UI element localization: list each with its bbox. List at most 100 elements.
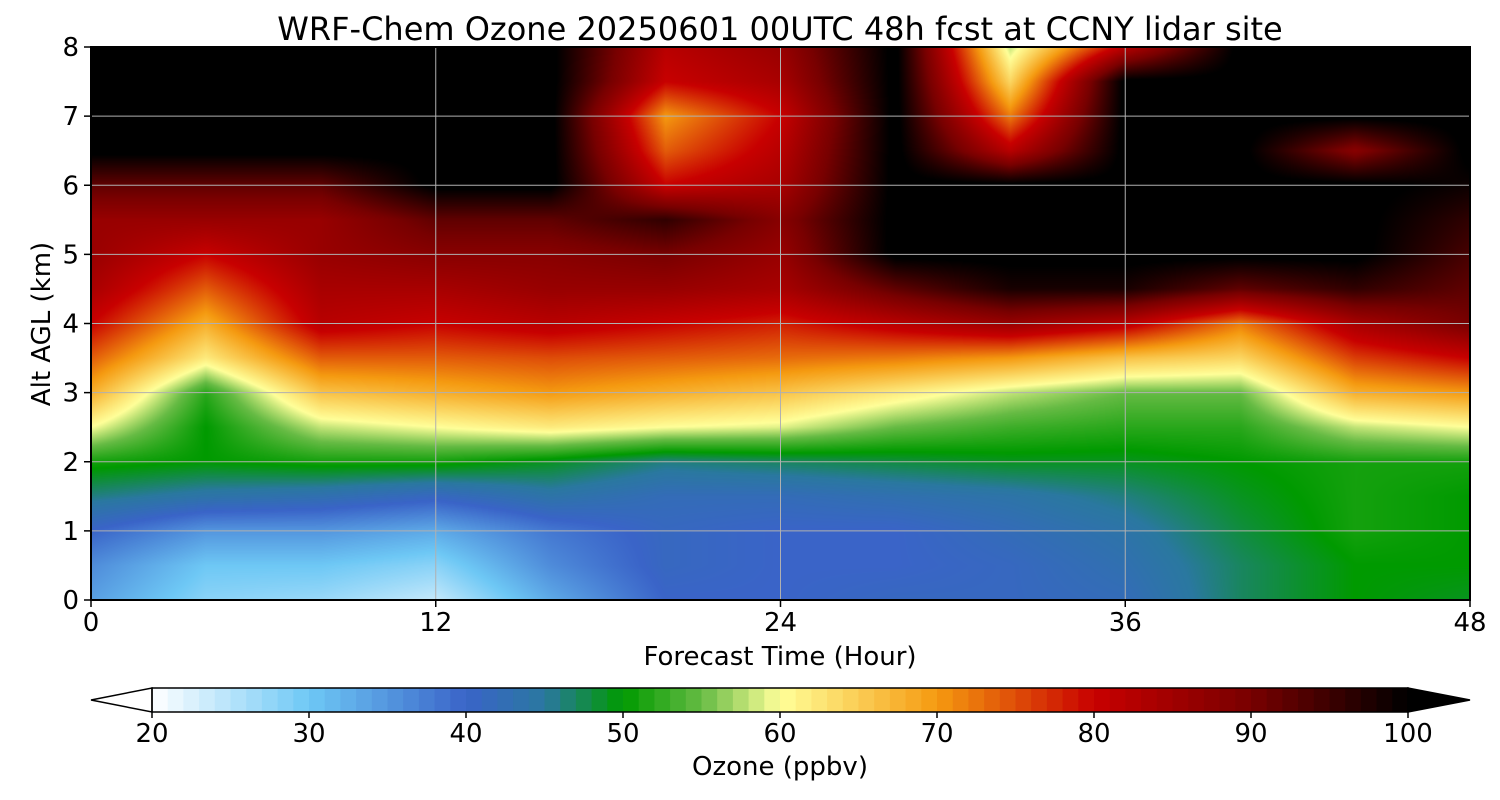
colorbar-segment xyxy=(293,688,310,712)
colorbar-segment xyxy=(309,688,326,712)
colorbar-segment xyxy=(638,688,655,712)
y-tick-label: 5 xyxy=(62,240,79,270)
colorbar-segment xyxy=(858,688,875,712)
colorbar-segment xyxy=(1282,688,1299,712)
colorbar-segment xyxy=(1298,688,1315,712)
colorbar-segment xyxy=(999,688,1017,712)
y-tick-label: 0 xyxy=(62,586,79,616)
colorbar-segment xyxy=(481,688,498,712)
colorbar-segment xyxy=(434,688,451,712)
x-tick-label: 48 xyxy=(1453,608,1486,638)
colorbar-segment xyxy=(544,688,561,712)
colorbar-segment xyxy=(1360,688,1378,712)
colorbar-segment xyxy=(1376,688,1393,712)
colorbar-segment xyxy=(1219,688,1236,712)
colorbar-segment xyxy=(340,688,357,712)
colorbar-tick-label: 20 xyxy=(135,719,168,749)
colorbar-segment xyxy=(1078,688,1095,712)
colorbar-segment xyxy=(1156,688,1174,712)
colorbar-segment xyxy=(764,688,781,712)
colorbar-segment xyxy=(387,688,404,712)
colorbar-segment xyxy=(795,688,812,712)
colorbar-segment xyxy=(968,688,985,712)
colorbar-segment xyxy=(246,688,263,712)
colorbar-tick-label: 90 xyxy=(1234,719,1267,749)
colorbar-segment xyxy=(984,688,1001,712)
colorbar-segment xyxy=(575,688,593,712)
colorbar-segment xyxy=(1188,688,1205,712)
colorbar-segment xyxy=(889,688,907,712)
y-tick-label: 2 xyxy=(62,448,79,478)
colorbar-segment xyxy=(1203,688,1221,712)
colorbar-segment xyxy=(371,688,389,712)
colorbar-segment xyxy=(167,688,184,712)
colorbar-segment xyxy=(199,688,216,712)
colorbar-segment xyxy=(356,688,373,712)
colorbar-segment xyxy=(497,688,514,712)
colorbar-segment xyxy=(560,688,577,712)
colorbar-segment xyxy=(466,688,483,712)
y-tick-label: 7 xyxy=(62,102,79,132)
colorbar-segment xyxy=(717,688,734,712)
colorbar-segment xyxy=(780,688,797,712)
colorbar-segment xyxy=(607,688,624,712)
colorbar-segment xyxy=(827,688,844,712)
colorbar-segment xyxy=(1015,688,1032,712)
colorbar-segment xyxy=(230,688,247,712)
colorbar-segment xyxy=(623,688,640,712)
colorbar-segment xyxy=(403,688,420,712)
colorbar-segment xyxy=(670,688,687,712)
colorbar-segment xyxy=(1141,688,1158,712)
colorbar-segment xyxy=(1313,688,1331,712)
colorbar-tick-label: 50 xyxy=(606,719,639,749)
colorbar-segment xyxy=(1172,688,1189,712)
colorbar: 20 30 40 50 60 70 80 90 100 xyxy=(90,687,1471,749)
colorbar-segment xyxy=(1062,688,1079,712)
colorbar-max-extension xyxy=(1407,687,1471,713)
colorbar-segment xyxy=(450,688,467,712)
colorbar-segment xyxy=(685,688,703,712)
colorbar-tick-label: 100 xyxy=(1383,719,1433,749)
colorbar-segment xyxy=(183,688,200,712)
colorbar-segment xyxy=(701,688,718,712)
colorbar-segment xyxy=(1392,688,1409,712)
colorbar-segment xyxy=(654,688,671,712)
colorbar-segment xyxy=(874,688,891,712)
colorbar-segment xyxy=(277,688,294,712)
colorbar-segment xyxy=(214,688,232,712)
colorbar-segment xyxy=(1329,688,1346,712)
colorbar-segment xyxy=(1109,688,1126,712)
x-axis-label: Forecast Time (Hour) xyxy=(643,642,916,672)
colorbar-segment xyxy=(1266,688,1283,712)
colorbar-segment xyxy=(1251,688,1268,712)
colorbar-segment xyxy=(905,688,922,712)
colorbar-tick-label: 40 xyxy=(449,719,482,749)
y-tick-label: 8 xyxy=(62,33,79,63)
colorbar-tick-label: 70 xyxy=(920,719,953,749)
y-tick-label: 4 xyxy=(62,310,79,340)
colorbar-tick-label: 60 xyxy=(763,719,796,749)
colorbar-segment xyxy=(1125,688,1142,712)
y-tick-label: 3 xyxy=(62,379,79,409)
colorbar-segment xyxy=(261,688,279,712)
colorbar-segment xyxy=(1235,688,1252,712)
colorbar-segment xyxy=(842,688,860,712)
colorbar-segment xyxy=(1345,688,1362,712)
colorbar-segment xyxy=(921,688,938,712)
colorbar-segment xyxy=(1094,688,1111,712)
x-tick-label: 0 xyxy=(83,608,100,638)
colorbar-label: Ozone (ppbv) xyxy=(692,752,868,782)
colorbar-tick-label: 30 xyxy=(292,719,325,749)
colorbar-min-extension xyxy=(90,687,153,713)
colorbar-segment xyxy=(591,688,608,712)
colorbar-segment xyxy=(528,688,546,712)
x-tick-label: 12 xyxy=(419,608,452,638)
colorbar-segment xyxy=(937,688,954,712)
y-tick-label: 1 xyxy=(62,517,79,547)
colorbar-segment xyxy=(324,688,341,712)
colorbar-segment xyxy=(1031,688,1048,712)
colorbar-segment xyxy=(513,688,530,712)
colorbar-tick-label: 80 xyxy=(1077,719,1110,749)
